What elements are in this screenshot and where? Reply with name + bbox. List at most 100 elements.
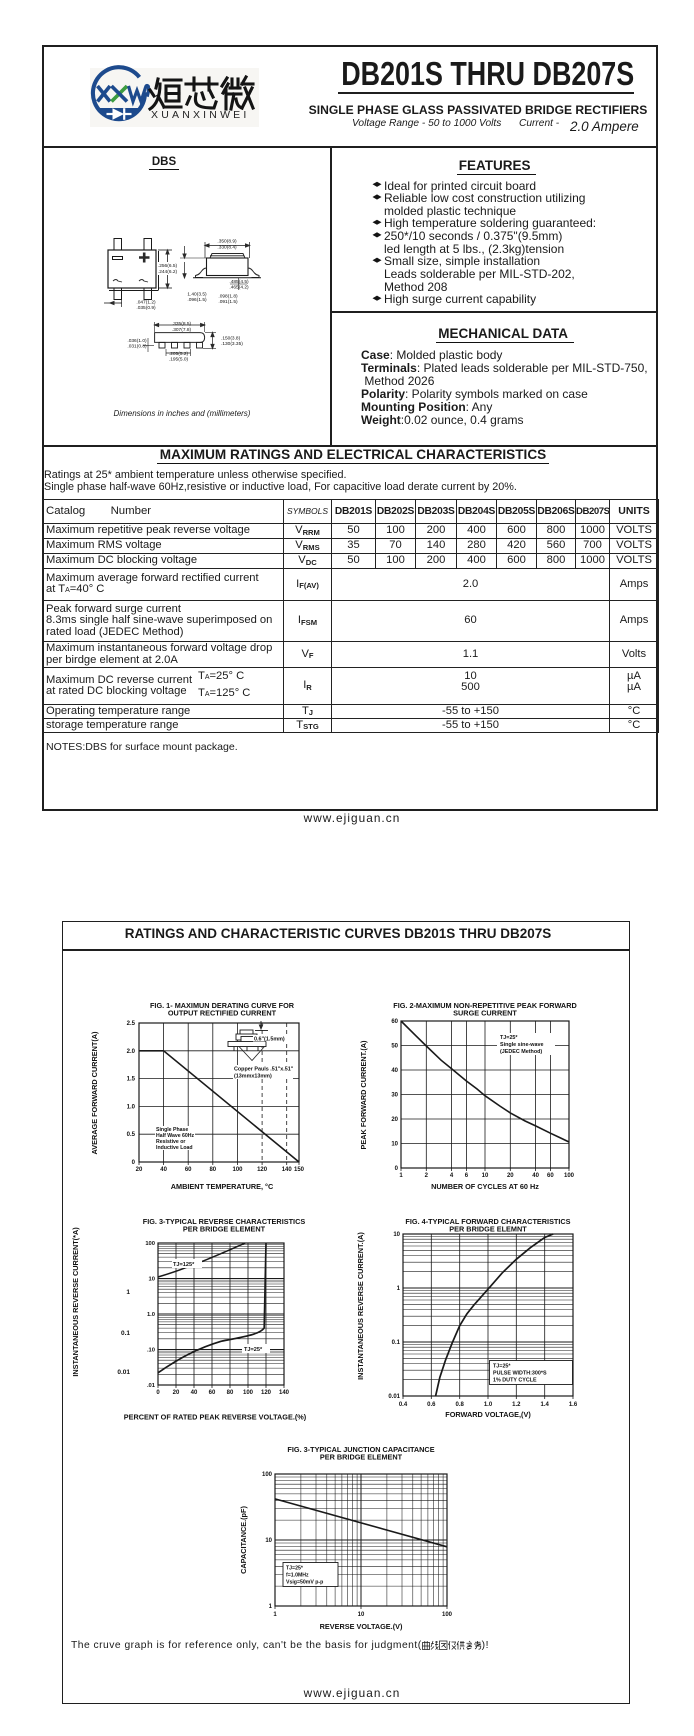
svg-text:AMBIENT TEMPERATURE, °C: AMBIENT TEMPERATURE, °C — [171, 1182, 274, 1191]
svg-text:1: 1 — [273, 1612, 277, 1618]
svg-text:20: 20 — [391, 1117, 398, 1123]
svg-text:.098(1.8): .098(1.8) — [218, 294, 238, 300]
svg-text:4: 4 — [450, 1173, 454, 1179]
svg-text:FIG. 1- MAXIMUN DERATING CURVE: FIG. 1- MAXIMUN DERATING CURVE FOR — [150, 1001, 295, 1010]
svg-text:AVERAGE FORWARD CURRENT(A): AVERAGE FORWARD CURRENT(A) — [90, 1031, 99, 1155]
svg-text:(JEDEC Method): (JEDEC Method) — [500, 1049, 542, 1055]
svg-text:TJ=25*: TJ=25* — [244, 1347, 263, 1353]
svg-text:.350(8.9): .350(8.9) — [217, 239, 237, 245]
svg-text:0.8: 0.8 — [456, 1402, 465, 1408]
svg-text:PERCENT OF RATED PEAK REVERSE: PERCENT OF RATED PEAK REVERSE VOLTAGE.(%… — [124, 1413, 307, 1422]
svg-text:REVERSE VOLTAGE.(V): REVERSE VOLTAGE.(V) — [320, 1622, 403, 1631]
svg-text:0: 0 — [132, 1160, 136, 1166]
svg-text:10: 10 — [265, 1538, 272, 1544]
svg-text:CAPACITANCE.(pF): CAPACITANCE.(pF) — [239, 1506, 248, 1574]
svg-text:1: 1 — [397, 1286, 401, 1292]
svg-text:(13mmx13mm): (13mmx13mm) — [234, 1074, 272, 1080]
svg-text:2: 2 — [425, 1173, 429, 1179]
svg-text:Vsig=50mV p-p: Vsig=50mV p-p — [286, 1580, 323, 1586]
svg-text:OUTPUT RECTIFIED CURRENT: OUTPUT RECTIFIED CURRENT — [168, 1009, 277, 1018]
svg-text:.091(1.5): .091(1.5) — [218, 299, 238, 305]
svg-text:60: 60 — [209, 1390, 216, 1396]
svg-text:.195(5.0): .195(5.0) — [169, 357, 189, 363]
svg-text:FIG. 3-TYPICAL REVERSE CHARACT: FIG. 3-TYPICAL REVERSE CHARACTERISTICS — [143, 1217, 306, 1226]
svg-text:1.0: 1.0 — [127, 1104, 136, 1110]
svg-text:1: 1 — [269, 1604, 273, 1610]
svg-text:Inductive Load: Inductive Load — [156, 1145, 193, 1151]
svg-text:40: 40 — [160, 1167, 167, 1173]
svg-text:PER BRIDGE ELEMENT: PER BRIDGE ELEMENT — [320, 1453, 403, 1462]
svg-text:INSTANTANEOUS REVERSE CURRENT.: INSTANTANEOUS REVERSE CURRENT.(A) — [356, 1232, 365, 1380]
svg-text:PER BRIDGE ELEMNT: PER BRIDGE ELEMNT — [449, 1225, 527, 1234]
svg-text:40: 40 — [191, 1390, 198, 1396]
svg-text:PEAK FORWARD CURRENT.(A): PEAK FORWARD CURRENT.(A) — [359, 1040, 368, 1149]
svg-text:.01: .01 — [147, 1383, 156, 1389]
svg-text:.335(8.5): .335(8.5) — [172, 321, 192, 327]
svg-text:100: 100 — [564, 1173, 575, 1179]
svg-text:NUMBER OF CYCLES AT 60 Hz: NUMBER OF CYCLES AT 60 Hz — [431, 1182, 539, 1191]
svg-text:120: 120 — [257, 1167, 268, 1173]
svg-text:60: 60 — [185, 1167, 192, 1173]
svg-text:20: 20 — [507, 1173, 514, 1179]
svg-text:Copper Pauls .51"x.51": Copper Pauls .51"x.51" — [234, 1067, 294, 1073]
svg-text:1.5: 1.5 — [127, 1077, 136, 1083]
svg-text:.130(3.35): .130(3.35) — [221, 341, 243, 347]
svg-text:.307(7.8): .307(7.8) — [172, 327, 192, 333]
svg-text:10: 10 — [391, 1142, 398, 1148]
svg-text:FIG. 4-TYPICAL FORWARD CHARACT: FIG. 4-TYPICAL FORWARD CHARACTERISTICS — [405, 1217, 570, 1226]
svg-text:2.5: 2.5 — [127, 1021, 136, 1027]
svg-text:.035(0.9): .035(0.9) — [136, 305, 156, 311]
svg-text:.150(3.8): .150(3.8) — [221, 336, 241, 342]
svg-text:.047(1.2): .047(1.2) — [136, 300, 156, 306]
svg-text:.244(6.2): .244(6.2) — [158, 269, 178, 275]
svg-text:1.6: 1.6 — [569, 1402, 578, 1408]
svg-text:50: 50 — [391, 1044, 398, 1050]
svg-text:.465(4.2): .465(4.2) — [229, 285, 249, 291]
svg-text:.036(1.0): .036(1.0) — [127, 338, 147, 344]
svg-text:10: 10 — [358, 1612, 365, 1618]
svg-text:PULSE WIDTH:300*S: PULSE WIDTH:300*S — [493, 1371, 547, 1377]
svg-text:0: 0 — [395, 1166, 399, 1172]
svg-text:100: 100 — [145, 1241, 155, 1247]
svg-text:0.01: 0.01 — [117, 1369, 130, 1376]
svg-text:TJ=25*: TJ=25* — [493, 1364, 511, 1370]
svg-text:Resistive or: Resistive or — [156, 1139, 185, 1145]
svg-text:1.2: 1.2 — [512, 1402, 521, 1408]
svg-text:100: 100 — [243, 1390, 254, 1396]
svg-text:80: 80 — [209, 1167, 216, 1173]
svg-text:Single sine-wave: Single sine-wave — [500, 1042, 543, 1048]
svg-text:10: 10 — [393, 1232, 400, 1238]
svg-text:.256(6.5): .256(6.5) — [158, 263, 178, 269]
svg-text:1: 1 — [399, 1173, 403, 1179]
svg-text:10: 10 — [482, 1173, 489, 1179]
svg-text:0: 0 — [156, 1390, 160, 1396]
svg-text:80: 80 — [227, 1390, 234, 1396]
svg-text:2.0: 2.0 — [127, 1049, 136, 1055]
svg-text:TJ=125*: TJ=125* — [173, 1262, 195, 1268]
svg-text:1% DUTY CYCLE: 1% DUTY CYCLE — [493, 1378, 537, 1384]
svg-text:0.5: 0.5 — [127, 1132, 136, 1138]
svg-text:.330(8.4): .330(8.4) — [217, 245, 237, 251]
svg-text:FIG. 3-TYPICAL JUNCTION CAPACI: FIG. 3-TYPICAL JUNCTION CAPACITANCE — [287, 1445, 434, 1454]
svg-text:.205(5.2): .205(5.2) — [169, 351, 189, 357]
svg-text:0.4: 0.4 — [399, 1402, 408, 1408]
svg-text:150: 150 — [294, 1167, 305, 1173]
svg-text:20: 20 — [136, 1167, 143, 1173]
svg-text:FIG. 2-MAXIMUM NON-REPETITIVE: FIG. 2-MAXIMUM NON-REPETITIVE PEAK FORWA… — [393, 1001, 577, 1010]
svg-text:INSTANTANEOUS REVERSE CURRENT(: INSTANTANEOUS REVERSE CURRENT(*A) — [71, 1227, 80, 1377]
svg-text:PER BRIDGE ELEMENT: PER BRIDGE ELEMENT — [183, 1225, 266, 1234]
svg-text:.10: .10 — [147, 1348, 155, 1354]
svg-text:40: 40 — [391, 1068, 398, 1074]
svg-text:1.40(3.5): 1.40(3.5) — [187, 292, 207, 298]
svg-text:TJ=25*: TJ=25* — [500, 1035, 518, 1041]
svg-text:1.0: 1.0 — [484, 1402, 493, 1408]
svg-text:Half Wave 60Hz: Half Wave 60Hz — [156, 1133, 195, 1139]
svg-text:0.1: 0.1 — [121, 1330, 130, 1337]
svg-text:20: 20 — [173, 1390, 180, 1396]
svg-text:1: 1 — [126, 1289, 130, 1296]
svg-text:0.6: 0.6 — [427, 1402, 436, 1408]
svg-text:SURGE CURRENT: SURGE CURRENT — [453, 1009, 517, 1018]
svg-text:TJ=25*: TJ=25* — [286, 1566, 304, 1572]
svg-text:FORWARD VOLTAGE,(V): FORWARD VOLTAGE,(V) — [445, 1410, 531, 1419]
svg-text:1.0: 1.0 — [147, 1312, 155, 1318]
